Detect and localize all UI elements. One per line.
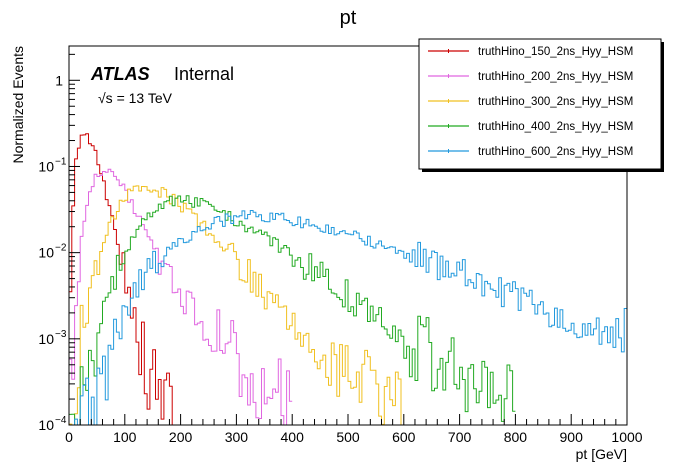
- legend-label: truthHino_300_2ns_Hyy_HSM: [478, 96, 633, 108]
- y-tick-label: 10: [38, 331, 54, 347]
- x-tick-label: 0: [65, 429, 73, 445]
- x-tick-label: 900: [560, 429, 584, 445]
- series-line-1: [68, 133, 175, 426]
- series-line-4: [68, 195, 516, 426]
- legend-box: [418, 38, 662, 170]
- x-tick-label: 300: [225, 429, 249, 445]
- x-tick-label: 200: [169, 429, 193, 445]
- legend-label: truthHino_400_2ns_Hyy_HSM: [478, 121, 633, 133]
- y-tick-exponent: −3: [55, 329, 67, 340]
- legend-label: truthHino_200_2ns_Hyy_HSM: [478, 71, 633, 83]
- chart-title: pt: [340, 7, 357, 29]
- atlas-label: ATLAS: [90, 64, 150, 84]
- y-tick-label: 10: [38, 158, 54, 174]
- legend: truthHino_150_2ns_Hyy_HSM truthHino_200_2…: [418, 38, 664, 172]
- series-line-3: [68, 185, 404, 426]
- x-axis-label: pt [GeV]: [576, 446, 627, 462]
- y-tick-exponent: −1: [55, 156, 67, 167]
- y-axis-label: Normalized Events: [10, 46, 26, 164]
- y-tick-label: 10: [38, 245, 54, 261]
- x-tick-label: 600: [392, 429, 416, 445]
- y-tick-exponent: −2: [55, 243, 67, 254]
- energy-label: √s = 13 TeV: [98, 90, 173, 106]
- x-tick-label: 1000: [611, 429, 642, 445]
- x-tick-label: 100: [113, 429, 137, 445]
- y-axis-ticks: 10 −410 −310 −210 −11: [38, 53, 80, 433]
- legend-label: truthHino_600_2ns_Hyy_HSM: [478, 146, 633, 158]
- legend-label: truthHino_150_2ns_Hyy_HSM: [478, 46, 633, 58]
- series-curves: [68, 133, 627, 426]
- x-tick-label: 400: [281, 429, 305, 445]
- series-line-5: [69, 210, 627, 426]
- x-tick-label: 800: [504, 429, 528, 445]
- y-tick-label: 10: [38, 417, 54, 433]
- x-tick-label: 700: [448, 429, 472, 445]
- y-tick-label: 1: [55, 72, 63, 88]
- x-tick-label: 500: [336, 429, 360, 445]
- series-line-2: [68, 168, 293, 426]
- internal-label: Internal: [174, 64, 234, 84]
- x-axis-ticks: 0 100 200 300 400 500 600 700 800 900 1000: [65, 414, 643, 445]
- y-tick-exponent: −4: [55, 415, 67, 426]
